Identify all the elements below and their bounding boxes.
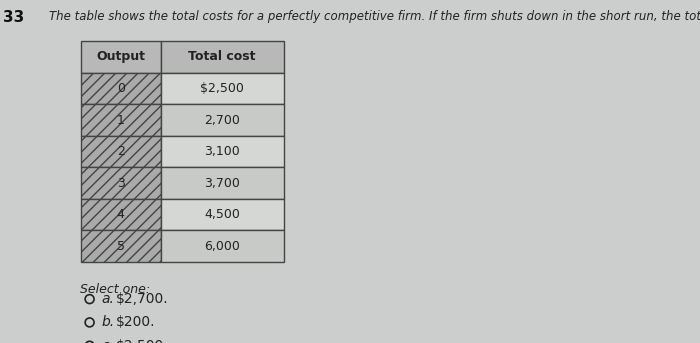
Text: 3,700: 3,700 (204, 177, 240, 190)
Text: 4: 4 (117, 208, 125, 221)
Text: 0: 0 (117, 82, 125, 95)
Text: 1: 1 (117, 114, 125, 127)
Text: The table shows the total costs for a perfectly competitive firm. If the firm sh: The table shows the total costs for a pe… (49, 10, 700, 23)
Text: $2,700.: $2,700. (116, 292, 168, 306)
Text: 4,500: 4,500 (204, 208, 240, 221)
Text: c.: c. (102, 339, 113, 343)
Text: $2,500.: $2,500. (116, 339, 168, 343)
Text: a.: a. (102, 292, 114, 306)
Text: Total cost: Total cost (188, 50, 256, 63)
Text: 6,000: 6,000 (204, 240, 240, 253)
Text: 5: 5 (117, 240, 125, 253)
Text: Select one:: Select one: (80, 283, 150, 296)
Text: 2,700: 2,700 (204, 114, 240, 127)
Text: b.: b. (102, 316, 115, 329)
Text: 33: 33 (4, 10, 24, 25)
Text: $200.: $200. (116, 316, 155, 329)
Text: 3: 3 (117, 177, 125, 190)
Text: $2,500: $2,500 (200, 82, 244, 95)
Text: 2: 2 (117, 145, 125, 158)
Text: 3,100: 3,100 (204, 145, 240, 158)
Text: Output: Output (97, 50, 146, 63)
